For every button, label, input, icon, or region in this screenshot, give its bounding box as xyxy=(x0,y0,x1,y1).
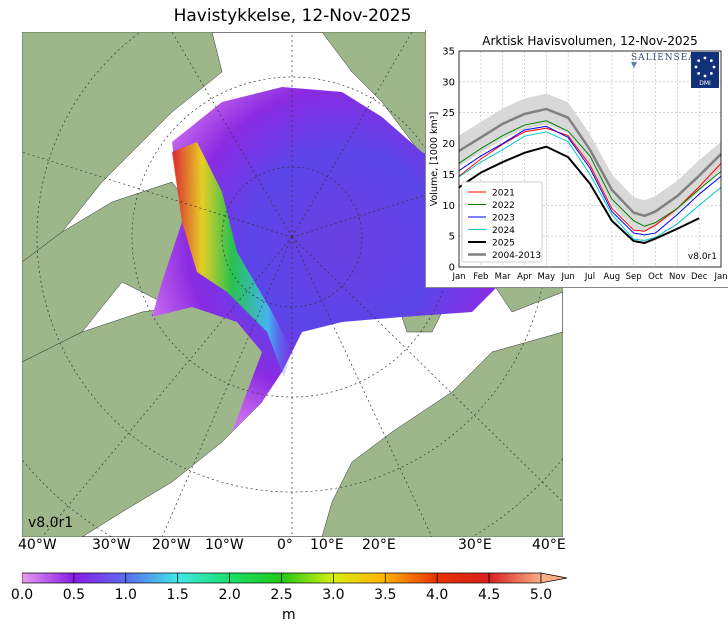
x-tick-label: Jan xyxy=(451,272,465,282)
longitude-label: 20°W xyxy=(152,537,191,553)
colorbar-segment xyxy=(333,572,386,584)
colorbar-tick-label: 2.5 xyxy=(270,587,293,603)
chart-title: Arktisk Havisvolumen, 12-Nov-2025 xyxy=(482,34,697,48)
x-tick-label: Dec xyxy=(691,272,708,282)
colorbar-tick-label: 5.0 xyxy=(529,587,553,603)
colorbar-unit: m xyxy=(282,607,296,623)
colorbar-segment xyxy=(436,572,490,584)
svg-text:DMI: DMI xyxy=(699,80,711,87)
colorbar-tick-label: 3.5 xyxy=(374,587,397,603)
series-line-2004-2013 xyxy=(458,107,722,218)
longitude-label: 30°E xyxy=(458,537,492,553)
y-tick-label: 35 xyxy=(442,47,455,58)
colorbar-tick-label: 1.0 xyxy=(114,587,137,603)
salienseas-logo-mark xyxy=(631,62,637,68)
x-tick-label: Apr xyxy=(517,272,532,282)
x-tick-label: Jul xyxy=(584,272,595,282)
y-axis-label: Volume, [1000 km³] xyxy=(429,112,440,207)
series-line-2023 xyxy=(458,125,722,236)
y-tick-label: 10 xyxy=(442,201,455,212)
colorbar-segment xyxy=(125,572,179,584)
longitude-label: 0° xyxy=(277,537,293,553)
colorbar-segment xyxy=(22,572,75,584)
y-tick-label: 15 xyxy=(442,170,455,181)
volume-chart: Arktisk Havisvolumen, 12-Nov-2025 0 5 10 15 2… xyxy=(429,34,728,282)
map-title: Havistykkelse, 12-Nov-2025 xyxy=(173,6,412,26)
colorbar-tick-label: 3.0 xyxy=(322,587,345,603)
colorbar-segment xyxy=(281,572,334,584)
colorbar-segment xyxy=(177,572,230,584)
dmi-logo: DMI xyxy=(691,52,719,88)
map-version: v8.0r1 xyxy=(28,515,74,531)
colorbar-tick-label: 4.5 xyxy=(477,587,501,603)
x-tick-label: Mar xyxy=(495,272,512,282)
colorbar-segment xyxy=(384,572,438,584)
plot-frame xyxy=(458,50,722,268)
legend-label: 2023 xyxy=(492,214,515,224)
colorbar-segment xyxy=(229,572,282,584)
band-2004-2013 xyxy=(459,93,721,232)
longitude-label: 20°E xyxy=(362,537,396,553)
series-line-2022 xyxy=(458,120,722,227)
legend-label: 2025 xyxy=(492,239,515,249)
legend: 2021 2022 2023 2024 2025 2004-2013 xyxy=(461,181,543,263)
legend-label: 2021 xyxy=(492,189,515,199)
salienseas-logo: SALIENSEAS xyxy=(631,53,703,63)
x-tick-label: Feb xyxy=(473,272,488,282)
series-line-2024 xyxy=(458,131,722,241)
x-tick-label: Nov xyxy=(669,272,686,282)
y-tick-label: 0 xyxy=(449,263,455,274)
x-tick-label: May xyxy=(538,272,556,282)
legend-label: 2022 xyxy=(492,201,515,211)
x-tick-label: Aug xyxy=(604,272,621,282)
colorbar-segment xyxy=(73,572,127,584)
longitude-label: 10°W xyxy=(205,537,244,553)
y-tick-label: 30 xyxy=(442,77,455,88)
longitude-label: 30°W xyxy=(92,537,131,553)
x-tick-label: Sep xyxy=(626,272,642,282)
colorbar-tick-label: 0.0 xyxy=(10,587,34,603)
y-tick-label: 20 xyxy=(442,139,455,150)
thick-ice-band xyxy=(172,142,292,377)
longitude-label: 40°W xyxy=(18,537,57,553)
colorbar-extend-arrow xyxy=(540,572,568,584)
colorbar-tick-label: 4.0 xyxy=(426,587,449,603)
longitude-label: 10°E xyxy=(310,537,344,553)
longitude-label: 40°E xyxy=(532,537,566,553)
x-tick-label: Jan xyxy=(713,272,727,282)
y-tick-label: 5 xyxy=(449,232,455,243)
colorbar xyxy=(22,572,568,584)
legend-label: 2004-2013 xyxy=(492,251,541,261)
colorbar-tick-label: 1.5 xyxy=(166,587,189,603)
colorbar-tick-label: 2.0 xyxy=(218,587,241,603)
y-tick-label: 25 xyxy=(442,108,455,119)
land-scandinavia xyxy=(321,331,563,537)
series-line-2025 xyxy=(458,145,700,244)
x-tick-label: Jun xyxy=(561,272,575,282)
x-tick-label: Oct xyxy=(648,272,663,282)
colorbar-segment xyxy=(488,572,542,584)
volume-chart-inset: Arktisk Havisvolumen, 12-Nov-2025 0 5 10 15 2… xyxy=(425,30,728,288)
chart-version: v8.0r1 xyxy=(688,252,717,262)
sea-ice xyxy=(152,87,502,432)
colorbar-tick-label: 0.5 xyxy=(62,587,86,603)
legend-label: 2024 xyxy=(492,226,515,236)
